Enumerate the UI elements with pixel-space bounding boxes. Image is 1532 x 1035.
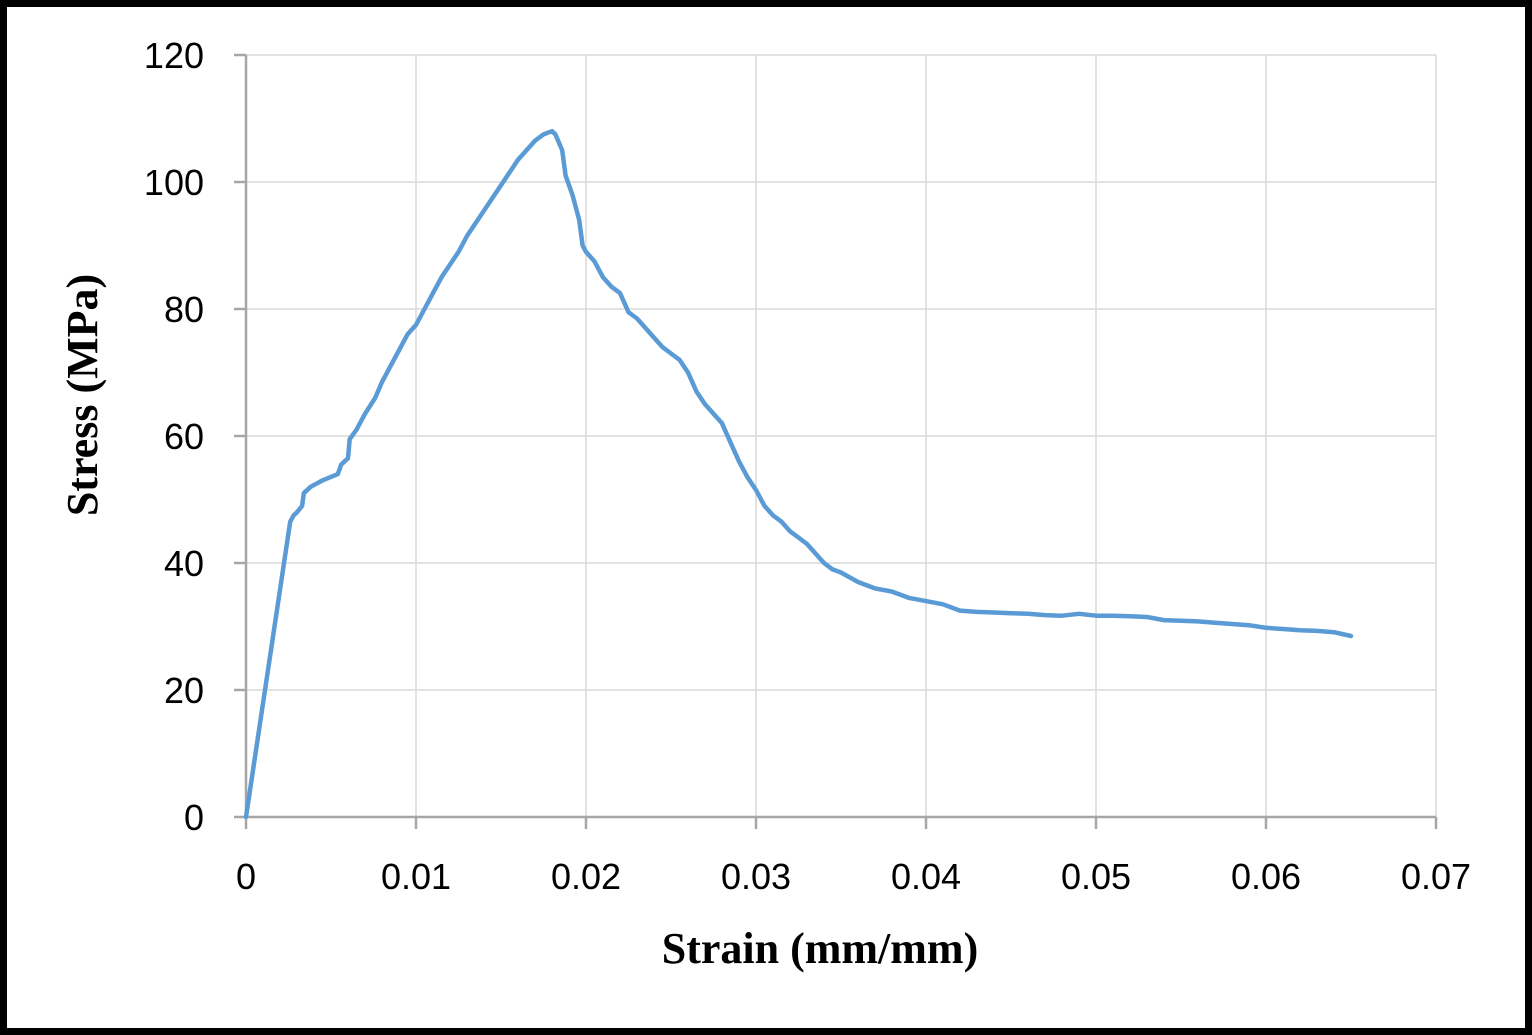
series-layer [243, 128, 1354, 820]
x-tick-label: 0.02 [551, 856, 621, 897]
y-axis-title: Stress (MPa) [58, 274, 107, 516]
y-tick-label: 20 [164, 670, 204, 711]
tick-labels: 0 20 40 60 80 100 120 0 0.01 0.02 0.03 0.04 0.05 0.06… [144, 35, 1471, 897]
x-tick-label: 0.04 [891, 856, 961, 897]
y-tick-label: 0 [184, 797, 204, 838]
y-tick-label: 120 [144, 35, 204, 76]
axes [234, 53, 1438, 829]
y-tick-label: 60 [164, 416, 204, 457]
y-tick-label: 80 [164, 289, 204, 330]
x-tick-label: 0.07 [1401, 856, 1471, 897]
x-tick-label: 0 [236, 856, 256, 897]
series-line-0 [243, 128, 1354, 820]
x-tick-label: 0.03 [721, 856, 791, 897]
x-tick-label: 0.05 [1061, 856, 1131, 897]
grid-lines [246, 54, 1437, 817]
x-tick-label: 0.01 [381, 856, 451, 897]
x-tick-label: 0.06 [1231, 856, 1301, 897]
y-tick-label: 40 [164, 543, 204, 584]
x-axis-title: Strain (mm/mm) [662, 924, 979, 973]
y-tick-label: 100 [144, 162, 204, 203]
